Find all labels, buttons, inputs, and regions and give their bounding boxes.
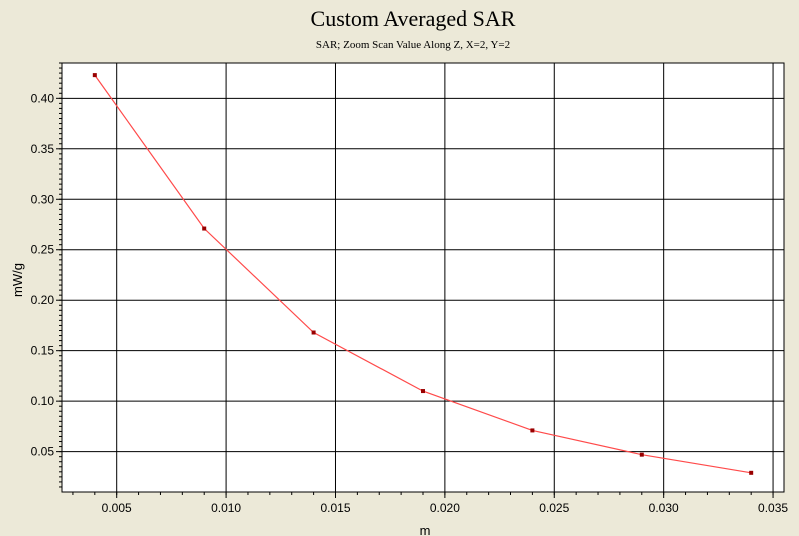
- x-tick-label: 0.030: [649, 501, 679, 515]
- x-tick-label: 0.015: [320, 501, 350, 515]
- y-tick-label: 0.15: [31, 344, 55, 358]
- x-tick-label: 0.035: [758, 501, 788, 515]
- data-point: [530, 428, 535, 433]
- y-tick-label: 0.10: [31, 394, 55, 408]
- plot-area: [61, 62, 785, 493]
- tick-labels: 0.005 0.010 0.015 0.020 0.025 0.030 0.035 0.05 0…: [31, 91, 789, 515]
- x-axis-label: m: [420, 523, 431, 536]
- y-tick-label: 0.35: [31, 142, 55, 156]
- chart-subtitle: SAR; Zoom Scan Value Along Z, X=2, Y=2: [316, 39, 510, 51]
- chart-title: Custom Averaged SAR: [311, 6, 516, 31]
- x-tick-label: 0.010: [211, 501, 241, 515]
- ticks: [56, 62, 774, 498]
- data-point: [749, 470, 754, 475]
- y-tick-label: 0.25: [31, 243, 55, 257]
- y-tick-label: 0.40: [31, 91, 55, 105]
- data-point: [92, 73, 97, 78]
- grid: [62, 63, 784, 492]
- series: [92, 73, 754, 475]
- y-axis-label: mW/g: [10, 263, 25, 297]
- y-tick-label: 0.20: [31, 293, 55, 307]
- data-point: [202, 226, 207, 231]
- x-tick-label: 0.005: [102, 501, 132, 515]
- y-tick-label: 0.30: [31, 192, 55, 206]
- x-tick-label: 0.020: [430, 501, 460, 515]
- data-point: [639, 452, 644, 457]
- x-tick-label: 0.025: [539, 501, 569, 515]
- y-tick-label: 0.05: [31, 445, 55, 459]
- data-point: [421, 389, 425, 394]
- data-point: [311, 330, 316, 335]
